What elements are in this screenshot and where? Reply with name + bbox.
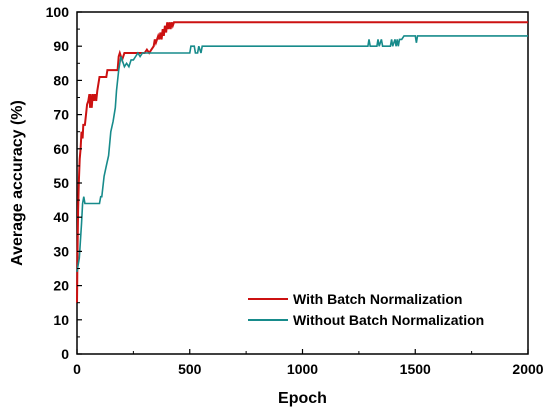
series-line-without-bn — [76, 35, 528, 273]
legend: With Batch Normalization Without Batch N… — [248, 291, 484, 328]
y-tick-label: 60 — [53, 141, 69, 157]
y-tick-label: 80 — [53, 72, 69, 88]
y-tick-label: 10 — [53, 312, 69, 328]
y-axis-title: Average accuracy (%) — [9, 100, 26, 266]
legend-label-without-bn: Without Batch Normalization — [293, 312, 484, 328]
x-tick-label: 1000 — [287, 361, 318, 377]
x-axis-title: Epoch — [278, 390, 327, 407]
y-tick-label: 70 — [53, 107, 69, 123]
y-tick-label: 90 — [53, 38, 69, 54]
y-tick-label: 20 — [53, 278, 69, 294]
y-tick-label: 100 — [46, 4, 70, 20]
y-tick-label: 0 — [61, 346, 69, 362]
x-tick-label: 0 — [73, 361, 81, 377]
series-line-with-bn — [76, 21, 528, 303]
x-axis-ticks: 0 500 1000 1500 2000 — [73, 349, 544, 377]
x-tick-label: 2000 — [512, 361, 543, 377]
legend-label-with-bn: With Batch Normalization — [293, 291, 462, 307]
y-tick-label: 30 — [53, 243, 69, 259]
y-axis-ticks: 0 10 20 30 40 50 60 70 80 90 100 — [46, 4, 82, 362]
x-tick-label: 1500 — [400, 361, 431, 377]
y-tick-label: 50 — [53, 175, 69, 191]
x-tick-label: 500 — [178, 361, 202, 377]
y-tick-label: 40 — [53, 209, 69, 225]
series-layer — [76, 21, 528, 303]
